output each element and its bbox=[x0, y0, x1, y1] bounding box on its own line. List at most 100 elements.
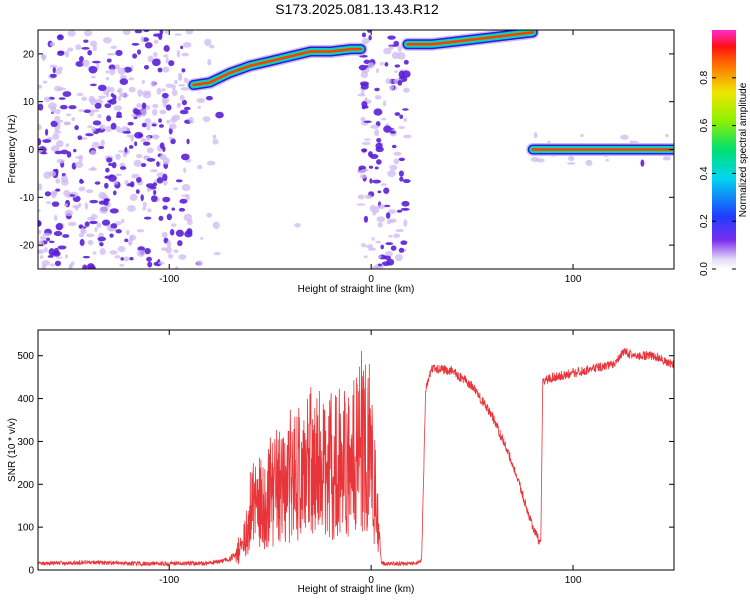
noise-blob bbox=[368, 151, 373, 158]
noise-blob bbox=[104, 103, 112, 109]
noise-blob bbox=[51, 201, 60, 207]
noise-blob bbox=[85, 133, 94, 137]
noise-blob bbox=[152, 108, 158, 116]
noise-blob bbox=[38, 103, 44, 111]
noise-blob bbox=[367, 30, 372, 33]
noise-blob bbox=[377, 190, 382, 194]
noise-blob bbox=[47, 255, 54, 258]
noise-blob bbox=[110, 93, 115, 98]
noise-blob bbox=[360, 88, 365, 96]
noise-blob bbox=[178, 84, 186, 87]
noise-blob bbox=[107, 52, 116, 56]
noise-blob bbox=[159, 109, 167, 115]
noise-blob bbox=[399, 176, 404, 182]
noise-blob bbox=[137, 89, 143, 97]
noise-blob bbox=[62, 91, 72, 97]
noise-blob bbox=[67, 30, 76, 37]
noise-blob bbox=[206, 212, 213, 218]
noise-blob bbox=[91, 141, 100, 148]
noise-blob bbox=[359, 81, 369, 87]
noise-blob bbox=[212, 221, 220, 230]
noise-blob bbox=[89, 40, 98, 47]
noise-blob bbox=[106, 157, 113, 163]
noise-blob bbox=[175, 229, 184, 237]
noise-blob bbox=[90, 83, 97, 87]
noise-blob bbox=[384, 62, 389, 67]
noise-blob bbox=[157, 67, 163, 73]
noise-blob bbox=[67, 221, 77, 227]
noise-blob bbox=[533, 132, 538, 139]
noise-blob bbox=[128, 238, 132, 247]
colorbar-ticks: 0.0 0.2 0.4 0.6 0.8 bbox=[699, 70, 736, 276]
noise-blob bbox=[140, 162, 147, 168]
noise-blob bbox=[158, 215, 164, 221]
noise-blob bbox=[171, 207, 176, 211]
noise-blob bbox=[390, 85, 395, 90]
noise-blob bbox=[385, 242, 394, 246]
noise-blob bbox=[56, 256, 63, 259]
noise-blob bbox=[207, 59, 212, 66]
snr-x-label: Height of straight line (km) bbox=[298, 584, 415, 595]
noise-blob bbox=[403, 219, 408, 227]
noise-blob bbox=[115, 153, 121, 160]
noise-blob bbox=[204, 38, 212, 47]
noise-blob bbox=[79, 179, 85, 184]
noise-blob bbox=[375, 68, 379, 73]
noise-blob bbox=[376, 216, 386, 223]
noise-blob bbox=[142, 37, 150, 42]
snr-y-tick-label: 200 bbox=[17, 480, 34, 491]
noise-blob bbox=[374, 87, 380, 92]
noise-blob bbox=[136, 229, 145, 233]
noise-blob bbox=[39, 235, 47, 240]
noise-blob bbox=[108, 64, 116, 71]
noise-blob bbox=[179, 94, 185, 102]
noise-blob bbox=[38, 220, 42, 227]
colorbar: 0.0 0.2 0.4 0.6 0.8 Normalized spectral ampl… bbox=[699, 30, 749, 276]
noise-blob bbox=[152, 103, 159, 109]
noise-blob bbox=[113, 105, 123, 111]
noise-blob bbox=[62, 234, 70, 238]
noise-blob bbox=[361, 243, 366, 248]
noise-blob bbox=[48, 240, 55, 244]
noise-blob bbox=[156, 87, 162, 95]
noise-blob bbox=[55, 178, 61, 184]
snr-x-tick-label: -100 bbox=[159, 575, 179, 586]
noise-blob bbox=[178, 207, 186, 212]
noise-blob bbox=[178, 76, 183, 81]
noise-blob bbox=[64, 203, 68, 207]
noise-blob bbox=[202, 116, 211, 123]
snr-x-tick-label: 0 bbox=[368, 575, 374, 586]
noise-blob bbox=[380, 244, 384, 250]
noise-blob bbox=[397, 79, 403, 86]
noise-blob bbox=[385, 212, 391, 219]
noise-blob bbox=[111, 161, 117, 169]
noise-blob bbox=[166, 119, 171, 124]
noise-blob bbox=[170, 223, 177, 227]
noise-blob bbox=[174, 79, 178, 85]
noise-blob bbox=[173, 187, 179, 191]
noise-blob bbox=[177, 240, 183, 247]
noise-blob bbox=[121, 218, 125, 224]
noise-blob bbox=[146, 135, 151, 141]
noise-blob bbox=[81, 96, 88, 101]
noise-blob bbox=[164, 30, 169, 35]
noise-blob bbox=[91, 60, 101, 64]
noise-blob bbox=[168, 136, 173, 140]
noise-blob bbox=[60, 175, 69, 183]
noise-blob bbox=[78, 154, 83, 163]
noise-blob bbox=[136, 103, 142, 109]
noise-blob bbox=[146, 147, 154, 154]
noise-blob bbox=[40, 54, 47, 60]
noise-blob bbox=[102, 37, 112, 44]
noise-blob bbox=[98, 191, 107, 200]
noise-blob bbox=[380, 183, 387, 186]
noise-blob bbox=[402, 108, 409, 111]
snr-y-tick-label: 400 bbox=[17, 394, 34, 405]
noise-blob bbox=[120, 93, 129, 98]
noise-blob bbox=[96, 222, 102, 229]
noise-blob bbox=[360, 116, 366, 123]
noise-blob bbox=[374, 95, 382, 100]
spectrogram-y-tick-label: 10 bbox=[23, 97, 35, 108]
noise-blob bbox=[373, 108, 383, 116]
